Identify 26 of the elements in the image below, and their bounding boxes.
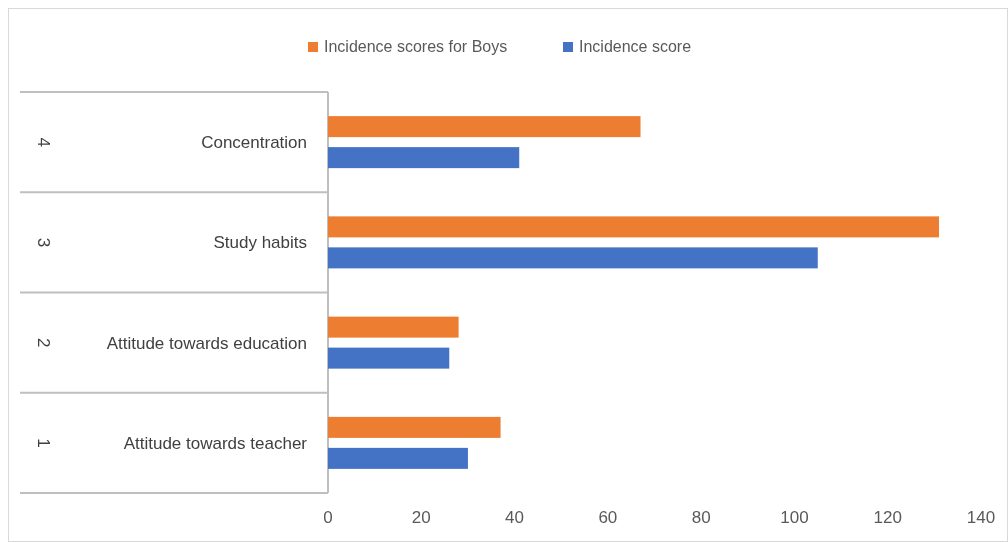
text: 2 bbox=[34, 337, 53, 348]
bar bbox=[328, 216, 940, 238]
x-tick-label: 0 bbox=[323, 508, 333, 527]
y-tick-label: Attitude towards education bbox=[106, 333, 307, 353]
bar bbox=[328, 316, 459, 338]
x-tick-label: 40 bbox=[505, 508, 525, 527]
legend-label: Incidence scores for Boys bbox=[324, 38, 508, 55]
bar bbox=[328, 147, 520, 169]
bar bbox=[328, 116, 641, 138]
x-tick-label: 60 bbox=[598, 508, 618, 527]
x-tick-label: 120 bbox=[873, 508, 902, 527]
x-tick-label: 80 bbox=[691, 508, 711, 527]
bar bbox=[328, 447, 468, 469]
bar bbox=[328, 347, 450, 369]
bar bbox=[328, 247, 818, 269]
bar bbox=[328, 416, 501, 438]
legend-label: Incidence score bbox=[579, 38, 692, 55]
x-tick-label: 140 bbox=[966, 508, 996, 527]
y-tick-label: Study habits bbox=[213, 233, 307, 253]
x-tick-label: 20 bbox=[411, 508, 431, 527]
y-tick-label: Attitude towards teacher bbox=[123, 433, 308, 453]
text: 3 bbox=[34, 237, 53, 248]
x-tick-label: 100 bbox=[780, 508, 809, 527]
text: 4 bbox=[34, 137, 53, 147]
text: 1 bbox=[34, 438, 53, 448]
y-tick-label: Concentration bbox=[201, 133, 307, 153]
